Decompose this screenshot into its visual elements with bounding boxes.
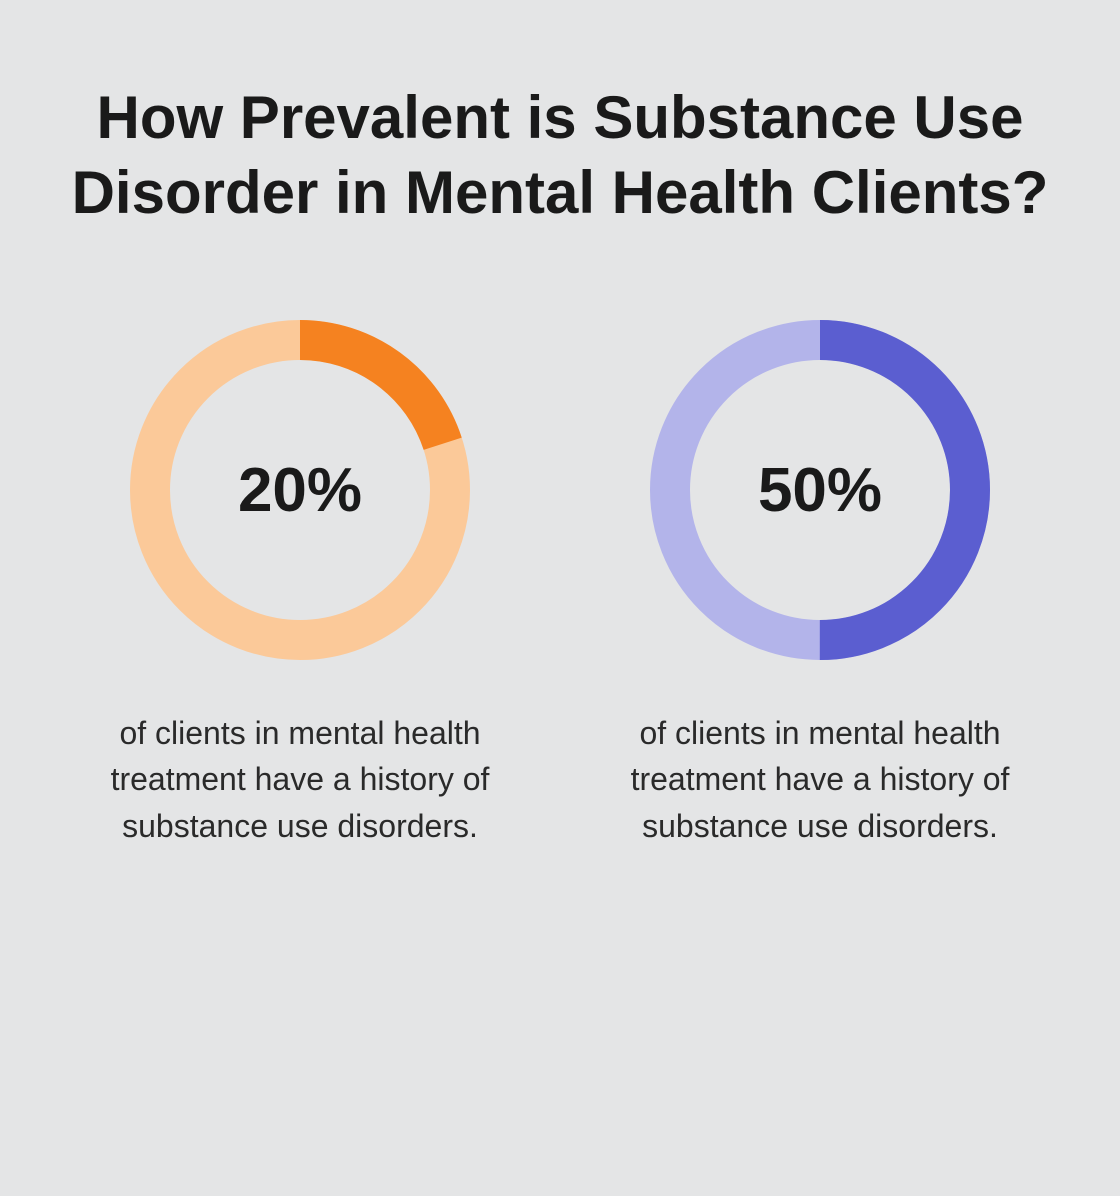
- donut-chart-block-1: 20% of clients in mental health treatmen…: [80, 320, 520, 849]
- charts-row: 20% of clients in mental health treatmen…: [60, 320, 1060, 849]
- page-title: How Prevalent is Substance Use Disorder …: [60, 80, 1060, 230]
- donut-center-label-2: 50%: [650, 320, 990, 660]
- donut-chart-block-2: 50% of clients in mental health treatmen…: [600, 320, 1040, 849]
- donut-chart-1: 20%: [130, 320, 470, 660]
- donut-chart-2: 50%: [650, 320, 990, 660]
- donut-caption-2: of clients in mental health treatment ha…: [610, 710, 1030, 849]
- donut-caption-1: of clients in mental health treatment ha…: [90, 710, 510, 849]
- donut-center-label-1: 20%: [130, 320, 470, 660]
